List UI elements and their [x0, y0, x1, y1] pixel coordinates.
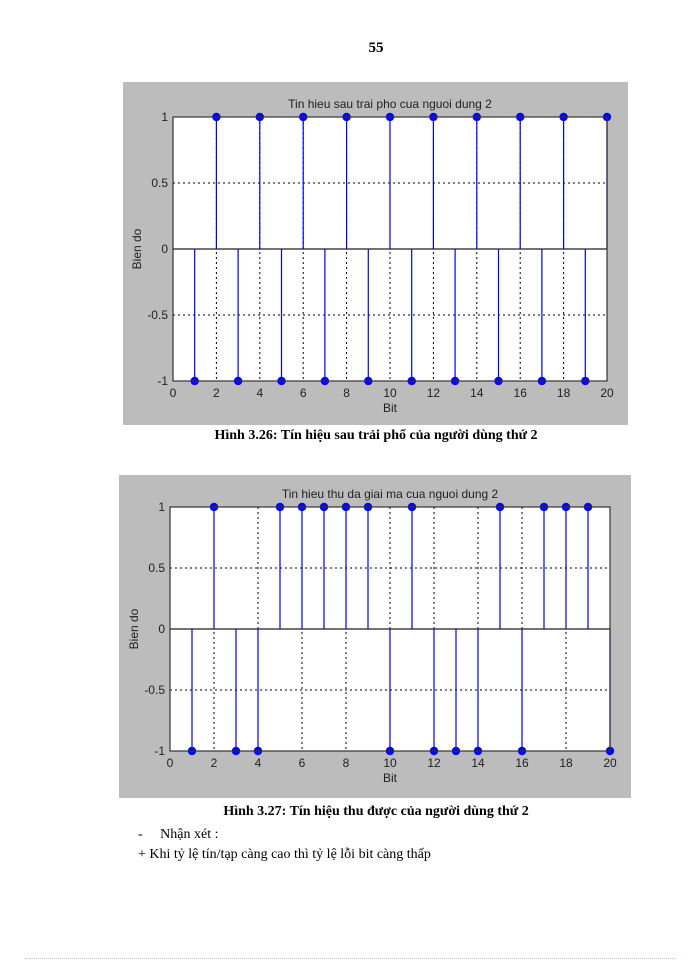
svg-text:-0.5: -0.5 [144, 683, 165, 697]
svg-text:14: 14 [470, 386, 484, 400]
svg-text:14: 14 [471, 756, 485, 770]
svg-text:-1: -1 [154, 744, 165, 758]
svg-text:6: 6 [299, 756, 306, 770]
svg-text:1: 1 [158, 500, 165, 514]
tick-labels: 0 2 4 6 8 10 12 14 16 18 20 -1 -0.5 0 0.5 1 [147, 110, 614, 400]
svg-text:6: 6 [300, 386, 307, 400]
svg-text:0: 0 [167, 756, 174, 770]
stem-chart-spread-signal: 0 2 4 6 8 10 12 14 16 18 20 -1 -0.5 0 0.5 1 Tin hieu sau… [130, 97, 614, 415]
svg-text:20: 20 [603, 756, 617, 770]
stem-series [190, 112, 612, 386]
svg-text:-1: -1 [157, 374, 168, 388]
svg-text:20: 20 [600, 386, 614, 400]
figure-spread-signal: 0 2 4 6 8 10 12 14 16 18 20 -1 -0.5 0 0.5 1 Tin hieu sau… [123, 82, 628, 425]
figure-decoded-signal: 0 2 4 6 8 10 12 14 16 18 20 -1 -0.5 0 0.5 1 Tin hieu thu… [119, 475, 631, 798]
chart-title: Tin hieu sau trai pho cua nguoi dung 2 [288, 97, 492, 111]
svg-text:4: 4 [256, 386, 263, 400]
svg-text:18: 18 [557, 386, 571, 400]
chart-title: Tin hieu thu da giai ma cua nguoi dung 2 [282, 487, 499, 501]
svg-text:12: 12 [427, 756, 441, 770]
remark-label: Nhận xét : [160, 827, 219, 842]
x-axis-label: Bit [383, 401, 398, 415]
stem-chart-decoded-signal: 0 2 4 6 8 10 12 14 16 18 20 -1 -0.5 0 0.5 1 Tin hieu thu… [127, 487, 617, 785]
svg-text:8: 8 [343, 386, 350, 400]
svg-text:10: 10 [383, 386, 397, 400]
y-axis-label: Bien do [127, 608, 141, 649]
figure-caption-3-26: Hình 3.26: Tín hiệu sau trải phổ của ngư… [214, 428, 538, 443]
y-axis-label: Bien do [130, 228, 144, 269]
svg-text:0.5: 0.5 [148, 561, 165, 575]
tick-labels: 0 2 4 6 8 10 12 14 16 18 20 -1 -0.5 0 0.5 1 [144, 500, 617, 770]
svg-text:0: 0 [158, 622, 165, 636]
svg-text:2: 2 [211, 756, 218, 770]
svg-text:0: 0 [170, 386, 177, 400]
svg-text:16: 16 [515, 756, 529, 770]
svg-text:-0.5: -0.5 [147, 308, 168, 322]
figure-caption-3-27: Hình 3.27: Tín hiệu thu được của người d… [223, 804, 529, 819]
svg-text:4: 4 [255, 756, 262, 770]
svg-text:12: 12 [427, 386, 441, 400]
x-axis-label: Bit [383, 771, 398, 785]
remark-heading: - Nhận xét : [138, 827, 219, 843]
svg-text:0.5: 0.5 [151, 176, 168, 190]
svg-text:8: 8 [343, 756, 350, 770]
remark-line: + Khi tỷ lệ tín/tạp càng cao thì tỷ lệ l… [138, 847, 431, 862]
page-bottom-rule [25, 958, 675, 959]
svg-text:18: 18 [559, 756, 573, 770]
axes-frame [169, 506, 611, 752]
page-number: 55 [368, 40, 384, 56]
svg-text:10: 10 [383, 756, 397, 770]
svg-text:16: 16 [514, 386, 528, 400]
svg-text:2: 2 [213, 386, 220, 400]
remark-bullet: - [138, 827, 143, 842]
svg-text:0: 0 [161, 242, 168, 256]
svg-text:1: 1 [161, 110, 168, 124]
axes-frame [172, 116, 608, 382]
